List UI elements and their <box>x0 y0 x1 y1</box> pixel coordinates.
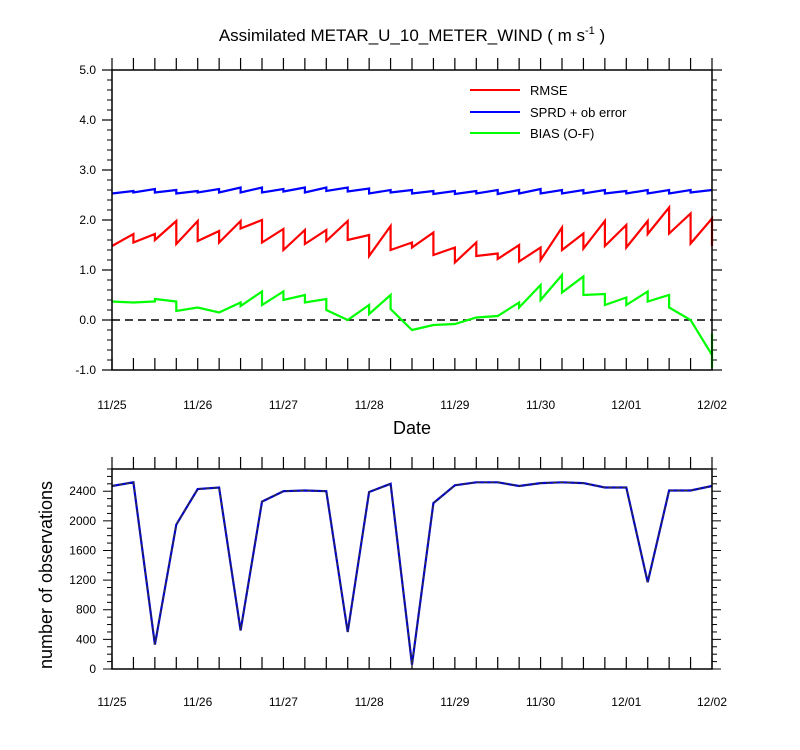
bottom-x-tick-label: 11/29 <box>440 695 469 709</box>
top-y-tick-label: -1.0 <box>75 363 96 377</box>
top-chart-series <box>111 186 714 368</box>
legend-rmse-label: RMSE <box>530 83 568 98</box>
legend-bias-label: BIAS (O-F) <box>530 126 594 141</box>
top-x-tick-label: 12/01 <box>611 398 641 412</box>
top-x-axis-title: Date <box>393 418 431 438</box>
bottom-y-tick-label: 1600 <box>69 543 96 557</box>
top-y-tick-label: 4.0 <box>79 113 96 127</box>
bottom-y-axis-title: number of observations <box>36 481 56 669</box>
series-line-rmse <box>111 204 714 266</box>
top-chart-ticks: 11/25 11/26 11/27 11/28 11/29 11/30 12/01 12/02… <box>75 58 727 412</box>
top-y-tick-label: 1.0 <box>79 263 96 277</box>
bottom-chart-series <box>111 481 713 665</box>
title-main: Assimilated METAR_U_10_METER_WIND ( m s <box>219 26 585 45</box>
bottom-x-tick-label: 11/28 <box>355 695 384 709</box>
top-x-tick-label: 12/02 <box>697 398 727 412</box>
bottom-x-tick-label: 11/27 <box>269 695 298 709</box>
bottom-x-tick-label: 11/26 <box>183 695 212 709</box>
bottom-y-tick-label: 1200 <box>69 573 96 587</box>
top-x-tick-label: 11/26 <box>183 398 212 412</box>
top-y-tick-label: 2.0 <box>79 213 96 227</box>
bottom-x-tick-label: 12/01 <box>611 695 641 709</box>
bottom-y-tick-label: 800 <box>76 603 96 617</box>
legend-sprd-label: SPRD + ob error <box>530 105 627 120</box>
bottom-x-tick-label: 11/25 <box>97 695 126 709</box>
top-plot-frame <box>111 69 713 371</box>
bottom-chart-ticks: 11/25 11/26 11/27 11/28 11/29 11/30 12/01 12/02… <box>69 457 727 709</box>
top-x-tick-label: 11/25 <box>97 398 126 412</box>
title-superscript: -1 <box>585 25 595 37</box>
bottom-y-tick-label: 400 <box>76 632 96 646</box>
bottom-y-tick-label: 0 <box>89 662 96 676</box>
top-y-tick-label: 3.0 <box>79 163 96 177</box>
top-x-tick-label: 11/29 <box>440 398 469 412</box>
series-line-assimilated-observations <box>111 481 713 665</box>
top-x-tick-label: 11/30 <box>526 398 555 412</box>
bottom-x-tick-label: 11/30 <box>526 695 555 709</box>
bottom-y-tick-label: 2400 <box>69 484 96 498</box>
bottom-y-tick-label: 2000 <box>69 514 96 528</box>
bottom-x-tick-label: 12/02 <box>697 695 727 709</box>
top-y-tick-label: 5.0 <box>79 63 96 77</box>
top-chart-title: Assimilated METAR_U_10_METER_WIND ( m s-… <box>219 25 605 45</box>
top-x-tick-label: 11/27 <box>269 398 298 412</box>
series-line-bias-o-f <box>111 272 714 368</box>
legend: RMSE SPRD + ob error BIAS (O-F) <box>470 83 627 141</box>
bottom-plot-frame <box>111 468 713 670</box>
title-end: ) <box>595 26 605 45</box>
top-x-tick-label: 11/28 <box>355 398 384 412</box>
top-y-tick-label: 0.0 <box>79 313 96 327</box>
series-line-possible-observations <box>111 481 713 665</box>
series-line-sprd-ob-error <box>111 186 713 196</box>
